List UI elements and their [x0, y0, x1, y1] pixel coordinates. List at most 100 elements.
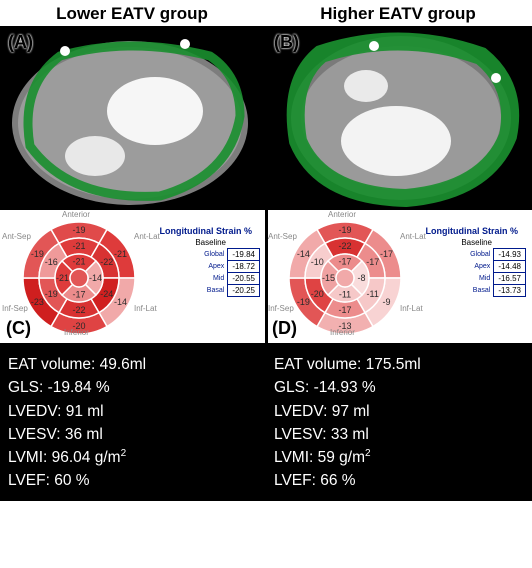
svg-text:-17: -17 [338, 305, 351, 315]
region-inferior-D: Inferior [330, 328, 355, 337]
svg-text:-19: -19 [31, 249, 44, 259]
svg-text:-10: -10 [311, 257, 324, 267]
svg-text:-21: -21 [72, 241, 85, 251]
svg-text:-19: -19 [45, 289, 58, 299]
region-anterior: Anterior [62, 210, 90, 219]
lvmi-left-val: LVMI: 96.04 g/m [8, 449, 121, 466]
lvmi-right-sup: 2 [365, 448, 371, 459]
val-apex-D: -14.48 [494, 261, 526, 273]
svg-text:-14: -14 [114, 297, 127, 307]
lvmi-left: LVMI: 96.04 g/m2 [8, 446, 258, 469]
lvef-left: LVEF: 60 % [8, 469, 258, 492]
ct-svg-B [266, 26, 532, 208]
strain-row: -19-21-21-22-14-24-20-22-23-19-19-16-21-… [0, 208, 532, 343]
eat-volume-right: EAT volume: 175.5ml [274, 353, 524, 376]
strain-panel-D: -19-22-17-17-9-11-13-17-19-20-14-10-17-8… [266, 208, 532, 343]
ct-row: (A) (B) [0, 26, 532, 208]
row-apex: Apex [200, 261, 228, 273]
val-mid-C: -20.55 [228, 273, 260, 285]
strain-baseline-C: Baseline [195, 238, 226, 247]
svg-text:-19: -19 [297, 297, 310, 307]
svg-text:-17: -17 [338, 257, 351, 267]
region-inferior: Inferior [64, 328, 89, 337]
svg-text:-21: -21 [56, 273, 69, 283]
panel-letter-A: (A) [8, 32, 33, 53]
val-mid-D: -16.57 [494, 273, 526, 285]
gls-right: GLS: -14.93 % [274, 376, 524, 399]
region-anterior-D: Anterior [328, 210, 356, 219]
panel-letter-C: (C) [6, 318, 31, 339]
svg-text:-21: -21 [72, 257, 85, 267]
figure-wrapper: Lower EATV group Higher EATV group (A) [0, 0, 532, 501]
metrics-panel-left: EAT volume: 49.6ml GLS: -19.84 % LVEDV: … [0, 343, 266, 501]
metrics-panel-right: EAT volume: 175.5ml GLS: -14.93 % LVEDV:… [266, 343, 532, 501]
svg-text:-9: -9 [383, 297, 391, 307]
row-global-D: Global [466, 249, 494, 261]
eat-volume-left: EAT volume: 49.6ml [8, 353, 258, 376]
panel-letter-B: (B) [274, 32, 299, 53]
svg-text:-17: -17 [72, 290, 85, 300]
metrics-right: EAT volume: 175.5ml GLS: -14.93 % LVEDV:… [266, 343, 532, 501]
lvedv-left: LVEDV: 91 ml [8, 400, 258, 423]
row-global: Global [200, 249, 228, 261]
metrics-row: EAT volume: 49.6ml GLS: -19.84 % LVEDV: … [0, 343, 532, 501]
region-inflat: Inf-Lat [134, 304, 157, 313]
svg-text:-22: -22 [338, 241, 351, 251]
svg-text:-14: -14 [89, 273, 102, 283]
svg-text:-14: -14 [297, 249, 310, 259]
svg-text:-20: -20 [311, 289, 324, 299]
svg-text:-11: -11 [367, 289, 379, 299]
ct-panel-B: (B) [266, 26, 532, 208]
svg-text:-8: -8 [357, 273, 365, 283]
row-mid: Mid [200, 273, 228, 285]
metrics-left: EAT volume: 49.6ml GLS: -19.84 % LVEDV: … [0, 343, 266, 501]
val-basal-D: -13.73 [494, 285, 526, 297]
lvmi-left-sup: 2 [121, 448, 127, 459]
val-apex-C: -18.72 [228, 261, 260, 273]
ct-svg-A [0, 26, 266, 208]
svg-text:-19: -19 [72, 225, 85, 235]
lvesv-right: LVESV: 33 ml [274, 423, 524, 446]
title-right: Higher EATV group [320, 4, 476, 24]
strain-baseline-D: Baseline [461, 238, 492, 247]
strain-title-D: Longitudinal Strain % [426, 226, 519, 236]
svg-text:-15: -15 [322, 273, 335, 283]
titles-row: Lower EATV group Higher EATV group [0, 0, 532, 26]
strain-table-D: Global-14.93 Apex-14.48 Mid-16.57 Basal-… [466, 248, 526, 297]
svg-text:-22: -22 [100, 257, 113, 267]
svg-text:-11: -11 [339, 290, 351, 300]
svg-text:-21: -21 [114, 249, 127, 259]
val-basal-C: -20.25 [228, 285, 260, 297]
gls-left: GLS: -19.84 % [8, 376, 258, 399]
title-left: Lower EATV group [56, 4, 208, 24]
region-antsep-D: Ant-Sep [268, 232, 297, 241]
lvmi-right-val: LVMI: 59 g/m [274, 449, 365, 466]
row-basal-D: Basal [466, 285, 494, 297]
lvef-right: LVEF: 66 % [274, 469, 524, 492]
svg-text:-16: -16 [45, 257, 58, 267]
ct-image-A: (A) [0, 26, 266, 208]
lvesv-left: LVESV: 36 ml [8, 423, 258, 446]
ct-panel-A: (A) [0, 26, 266, 208]
region-inflat-D: Inf-Lat [400, 304, 423, 313]
region-antsep: Ant-Sep [2, 232, 31, 241]
region-antlat-D: Ant-Lat [400, 232, 426, 241]
region-antlat: Ant-Lat [134, 232, 160, 241]
strain-title-C: Longitudinal Strain % [160, 226, 253, 236]
row-apex-D: Apex [466, 261, 494, 273]
val-global-D: -14.93 [494, 249, 526, 261]
val-global-C: -19.84 [228, 249, 260, 261]
ct-image-B: (B) [266, 26, 532, 208]
row-mid-D: Mid [466, 273, 494, 285]
svg-text:-17: -17 [366, 257, 379, 267]
row-basal: Basal [200, 285, 228, 297]
region-infsep: Inf-Sep [2, 304, 28, 313]
svg-text:-22: -22 [72, 305, 85, 315]
lvedv-right: LVEDV: 97 ml [274, 400, 524, 423]
panel-letter-D: (D) [272, 318, 297, 339]
lvmi-right: LVMI: 59 g/m2 [274, 446, 524, 469]
svg-text:-23: -23 [31, 297, 44, 307]
svg-text:-17: -17 [380, 249, 393, 259]
svg-text:-24: -24 [100, 289, 113, 299]
region-infsep-D: Inf-Sep [268, 304, 294, 313]
